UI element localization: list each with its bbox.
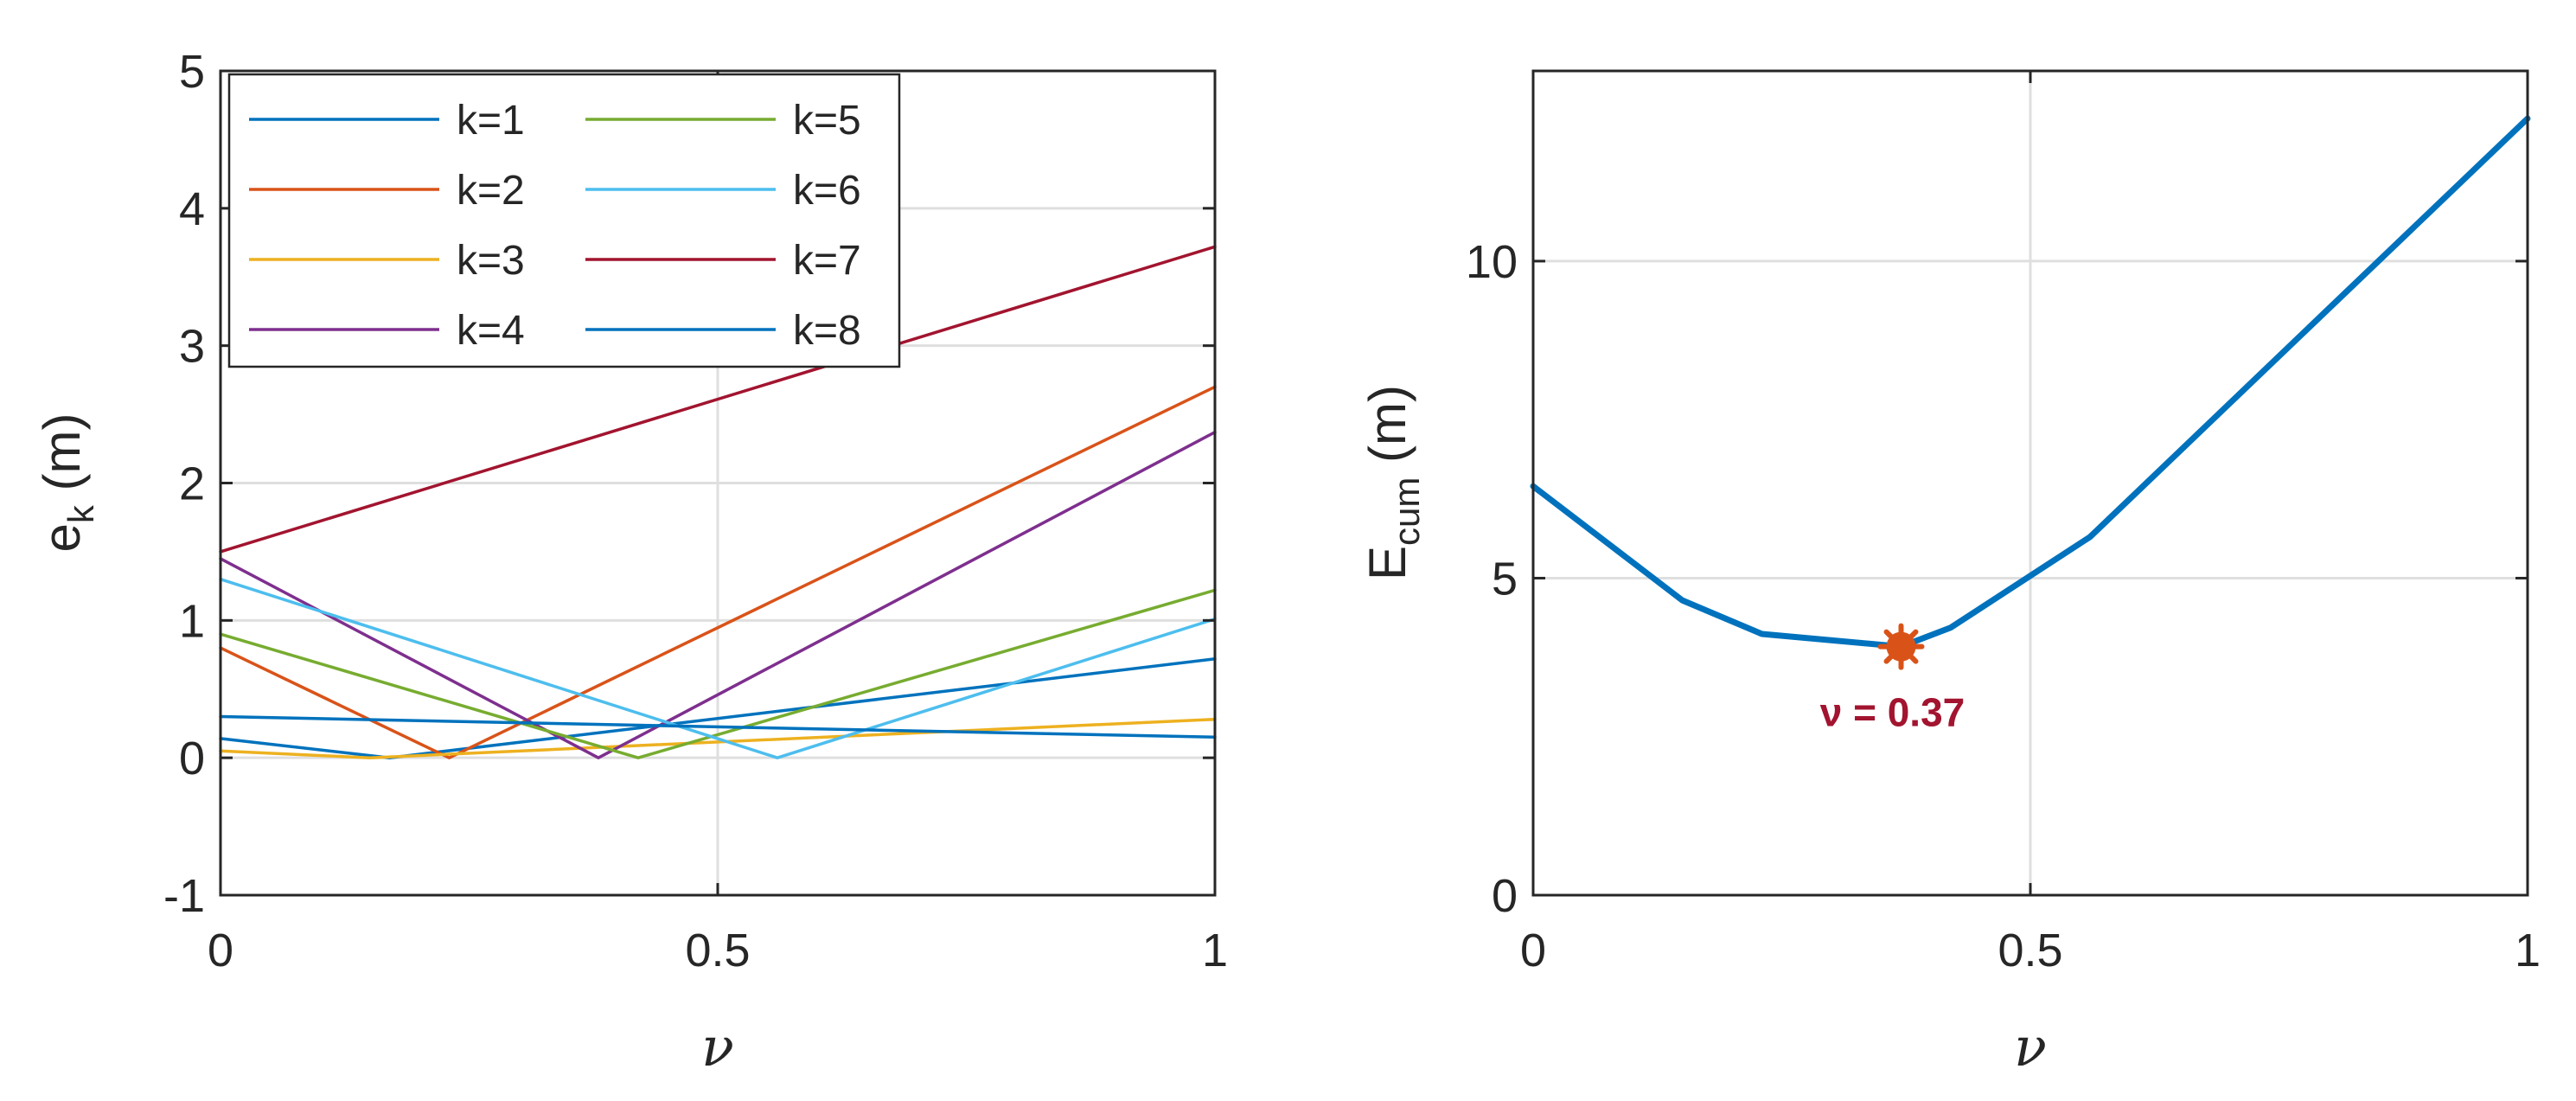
legend-label-5: k=5 [793,98,861,144]
left-y-tick-label: 0 [179,733,205,784]
right-x-axis-label: ν [2014,1015,2047,1079]
left-series-line-6 [219,577,1217,759]
right-y-tick-label: 0 [1492,870,1518,922]
right-y-tick-label: 10 [1466,236,1518,288]
min-marker-ray-3 [1883,629,1919,664]
left-series-line-4 [219,430,1217,759]
svg-text:Ecum (m): Ecum (m) [1358,385,1427,580]
right-ylabel-main: E [1358,546,1416,580]
legend-label-6: k=6 [793,168,861,214]
left-x-tick-label: 1 [1202,925,1228,976]
left-x-axis-label: ν [701,1015,734,1079]
right-x-tick-label: 1 [2515,925,2541,976]
left-axes-box [219,69,1217,897]
right-ylabel-unit: (m) [1358,385,1416,463]
left-y-tick-label: 2 [179,458,205,510]
left-x-tick-label: 0 [208,925,233,976]
legend: k=1 k=2 k=3 k=4 k=5 k=6 k=7 k=8 [227,73,901,368]
right-x-tick-label: 0 [1520,925,1546,976]
left-series-group [219,245,1217,759]
legend-label-8: k=8 [793,308,861,354]
right-ylabel-space [1358,463,1416,477]
legend-box [227,73,901,368]
left-y-tick-label: -1 [163,870,205,922]
left-x-tick-label: 0.5 [685,925,750,976]
left-y-axis-label: ek (m) [33,413,101,553]
min-annotation: ν = 0.37 [1820,690,1966,735]
left-y-tick-label: 5 [179,46,205,98]
legend-label-2: k=2 [457,168,525,214]
left-series-line-8 [219,714,1217,739]
left-ylabel-main: e [33,523,91,552]
left-ylabel-space [33,490,91,505]
svg-text:ek (m): ek (m) [33,413,101,553]
right-ylabel-sub: cum [1386,477,1427,546]
left-series-line-5 [219,588,1217,759]
right-y-tick-label: 5 [1492,553,1518,605]
left-y-tick-label: 3 [179,321,205,373]
left-series-line-7 [219,245,1217,554]
left-ylabel-unit: (m) [33,413,91,491]
right-axes-box [1531,69,2529,897]
right-x-tick-label: 0.5 [1998,925,2062,976]
right-y-axis-label: Ecum (m) [1358,385,1427,580]
legend-label-1: k=1 [457,98,525,144]
min-marker-group [1877,623,1925,670]
legend-label-4: k=4 [457,308,525,354]
left-y-tick-label: 1 [179,595,205,647]
legend-label-3: k=3 [457,238,525,284]
left-ylabel-sub: k [61,504,101,523]
left-series-line-2 [219,385,1217,759]
left-y-tick-label: 4 [179,183,205,235]
legend-label-7: k=7 [793,238,861,284]
